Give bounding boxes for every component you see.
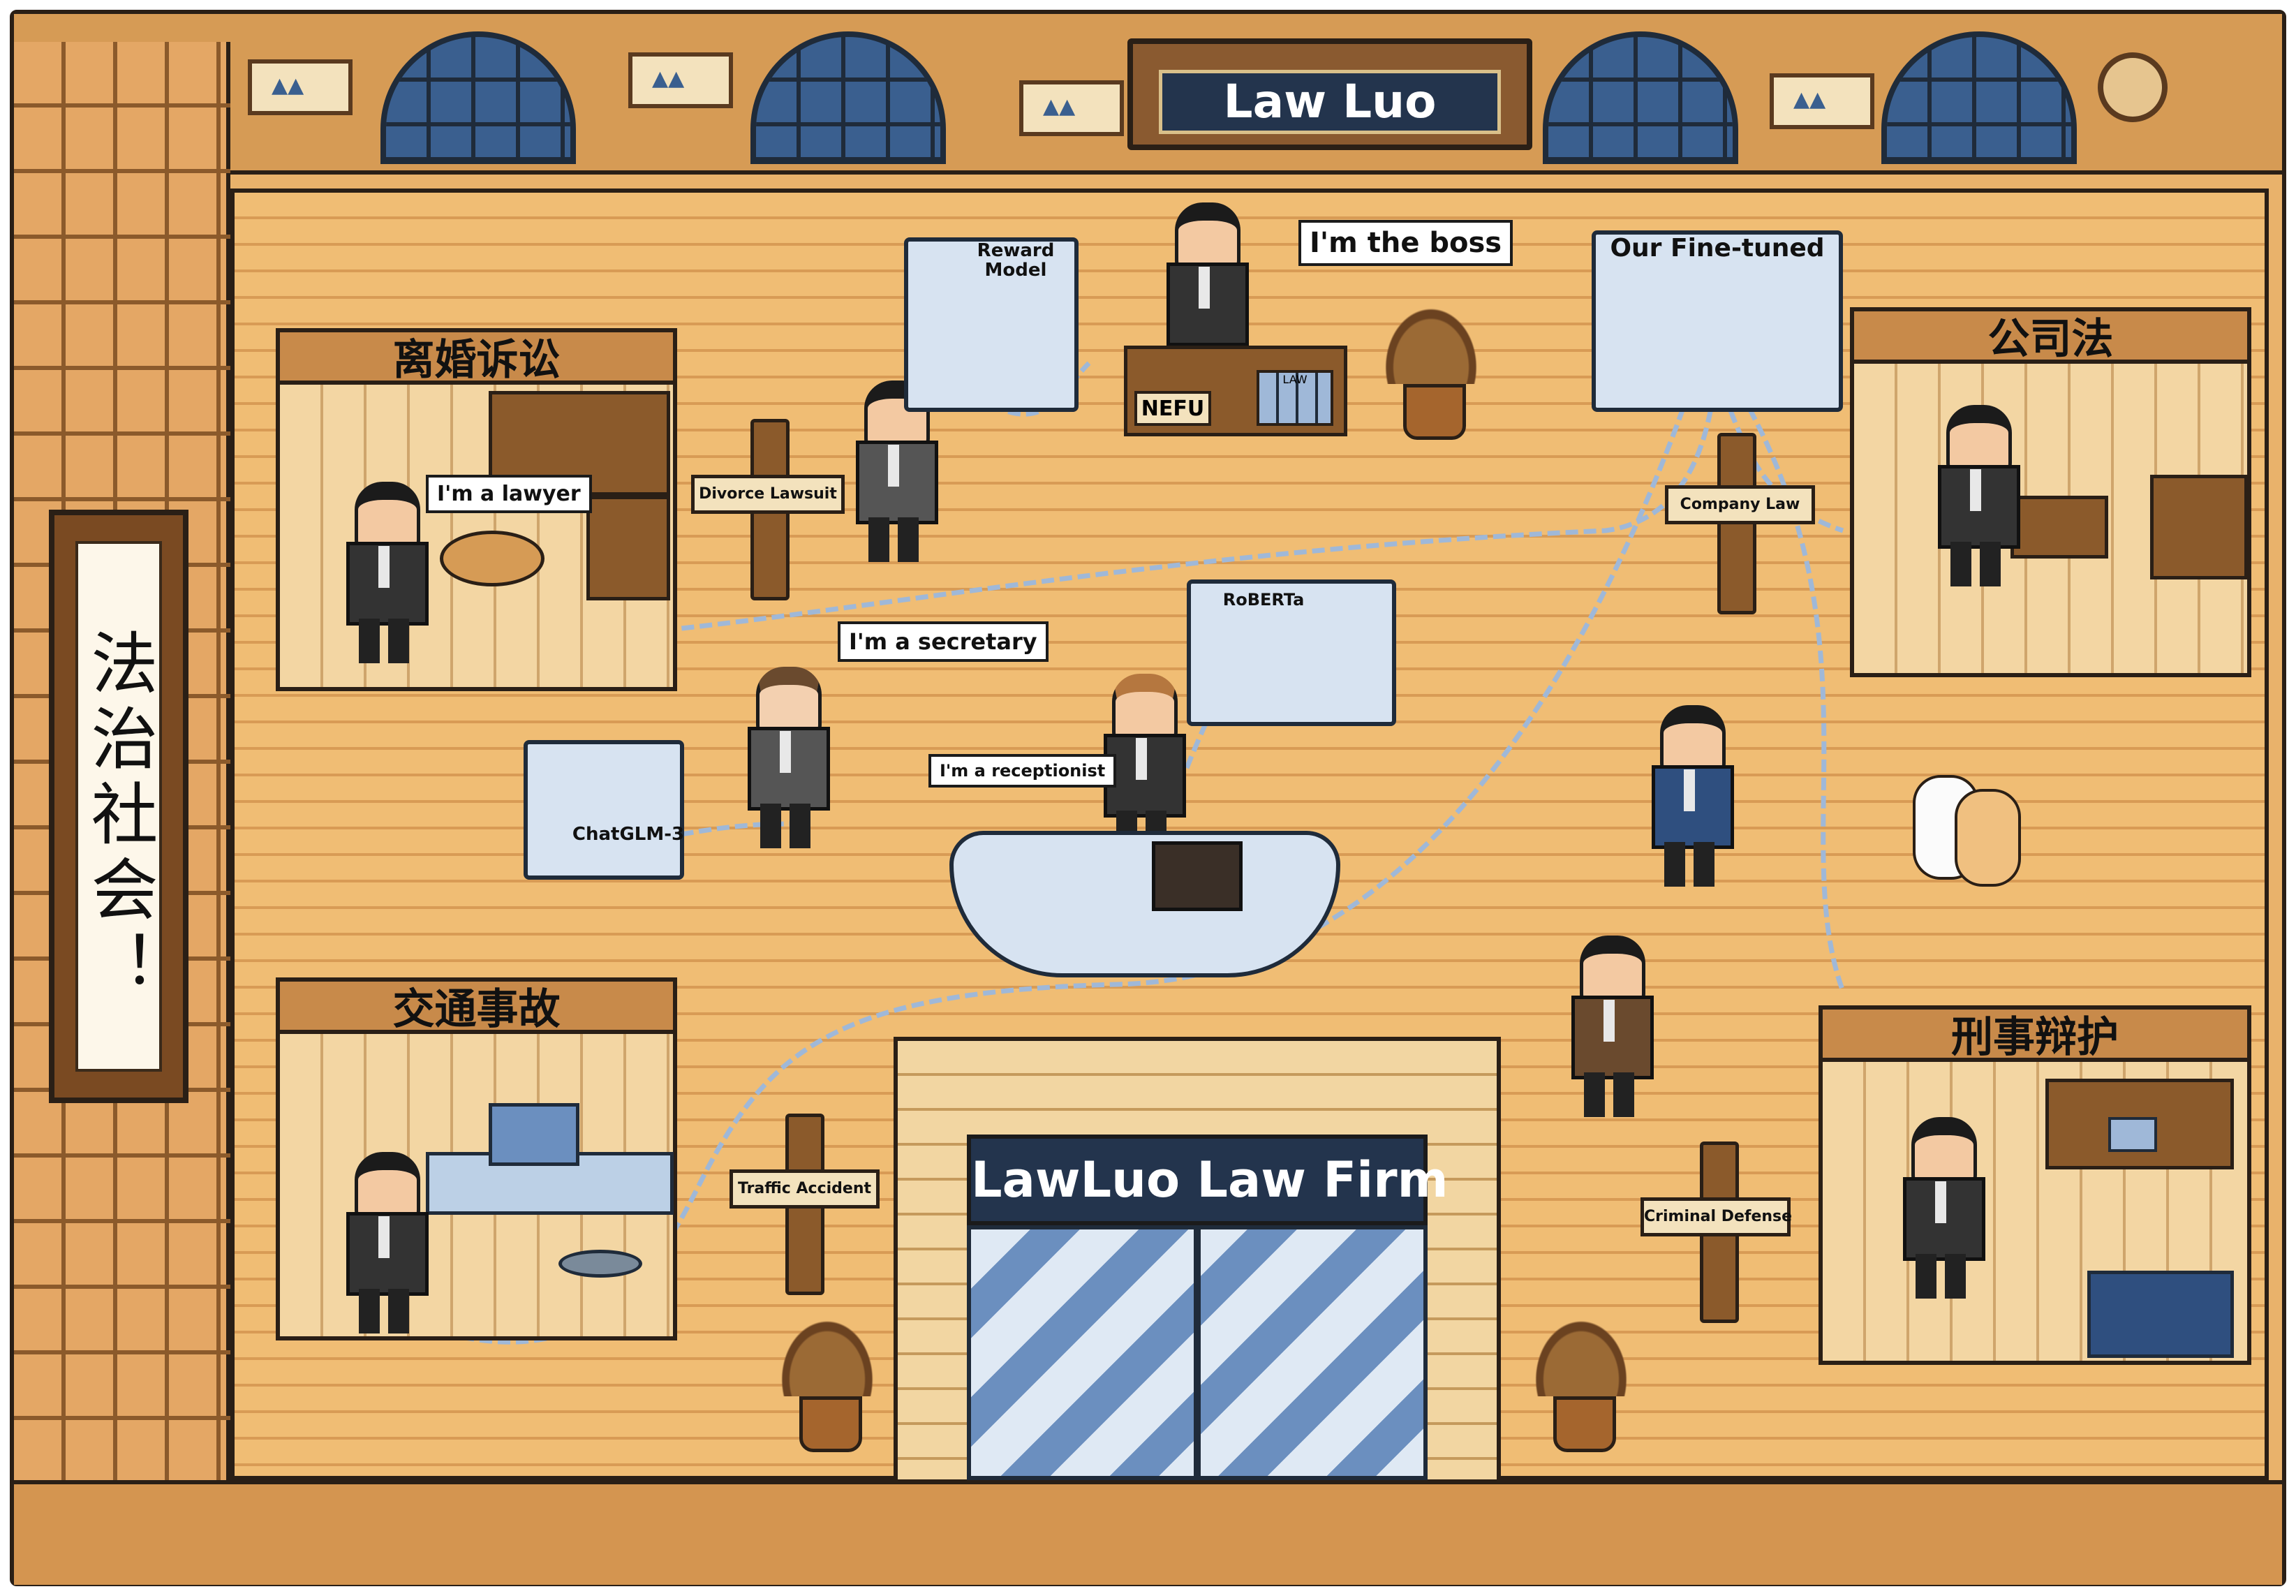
laptop-icon <box>2108 1117 2157 1152</box>
label-reward-model: Reward Model <box>977 240 1055 281</box>
machine-chatglm <box>524 740 684 880</box>
machine-roberta <box>1187 579 1396 726</box>
door-divider <box>1194 1229 1201 1480</box>
monitor-traffic <box>489 1103 579 1166</box>
label-chatglm: ChatGLM-3 <box>572 824 685 845</box>
law-firm-sign: LawLuo Law Firm <box>967 1135 1449 1225</box>
wall-picture-2 <box>628 52 733 108</box>
drawers-divorce <box>586 496 670 600</box>
scroll-paper <box>75 541 162 1072</box>
desk-company <box>2010 496 2108 559</box>
reception-desk <box>949 831 1340 977</box>
reception-monitor <box>1152 841 1243 911</box>
books-label: LAW <box>1282 373 1308 386</box>
arched-window-4 <box>1881 31 2077 164</box>
potted-plant-3 <box>1529 1313 1634 1452</box>
character-secretary <box>743 667 830 848</box>
machine-finetuned <box>1592 230 1843 412</box>
character-brown-coat <box>1567 936 1654 1117</box>
room-title-traffic: 交通事故 <box>276 977 677 1034</box>
room-title-criminal: 刑事辩护 <box>1819 1005 2251 1062</box>
arched-window-2 <box>750 31 946 164</box>
scroll-text: 法治社会！ <box>80 628 158 1005</box>
wall-picture-1 <box>248 59 353 115</box>
arched-window-1 <box>380 31 576 164</box>
lawyer-criminal <box>1899 1117 1985 1299</box>
wall-picture-4 <box>1770 73 1874 129</box>
room-title-company: 公司法 <box>1850 307 2251 364</box>
character-suit-blue <box>1647 705 1734 915</box>
potted-plant-1 <box>1379 300 1483 440</box>
potted-plant-2 <box>775 1313 880 1452</box>
sign-traffic: Traffic Accident <box>729 1169 880 1209</box>
machine-reward-model <box>904 237 1079 412</box>
cabinet-criminal <box>2087 1271 2234 1358</box>
sign-company: Company Law <box>1665 485 1815 524</box>
bubble-lawyer: I'm a lawyer <box>426 475 592 513</box>
arched-window-3 <box>1543 31 1738 164</box>
label-finetuned: Our Fine-tuned <box>1610 234 1825 263</box>
sign-divorce: Divorce Lawsuit <box>691 475 845 514</box>
lawyer-company <box>1934 405 2020 586</box>
wall-clock-icon <box>2098 52 2168 122</box>
lawyer-traffic <box>342 1152 429 1333</box>
wire-finetuned-criminal <box>1729 376 1846 993</box>
orange-cat <box>1955 789 2021 887</box>
firm-name-text: Law Luo <box>1159 70 1501 134</box>
desk-label: NEFU <box>1134 391 1211 426</box>
character-suit-grey <box>852 380 938 590</box>
character-boss <box>1162 202 1249 346</box>
bubble-secretary: I'm a secretary <box>838 621 1049 662</box>
round-table <box>440 531 545 586</box>
sign-criminal: Criminal Defense <box>1640 1197 1792 1236</box>
law-books: LAW <box>1257 370 1333 426</box>
bottom-wall <box>14 1480 2282 1585</box>
stool-traffic <box>558 1250 642 1278</box>
bubble-receptionist: I'm a receptionist <box>928 754 1117 788</box>
lawyer-divorce <box>342 482 429 663</box>
bubble-boss: I'm the boss <box>1298 220 1513 266</box>
label-roberta: RoBERTa <box>1222 590 1305 609</box>
wall-picture-3 <box>1019 80 1124 136</box>
room-title-divorce: 离婚诉讼 <box>276 328 677 385</box>
drawers-company <box>2150 475 2248 579</box>
